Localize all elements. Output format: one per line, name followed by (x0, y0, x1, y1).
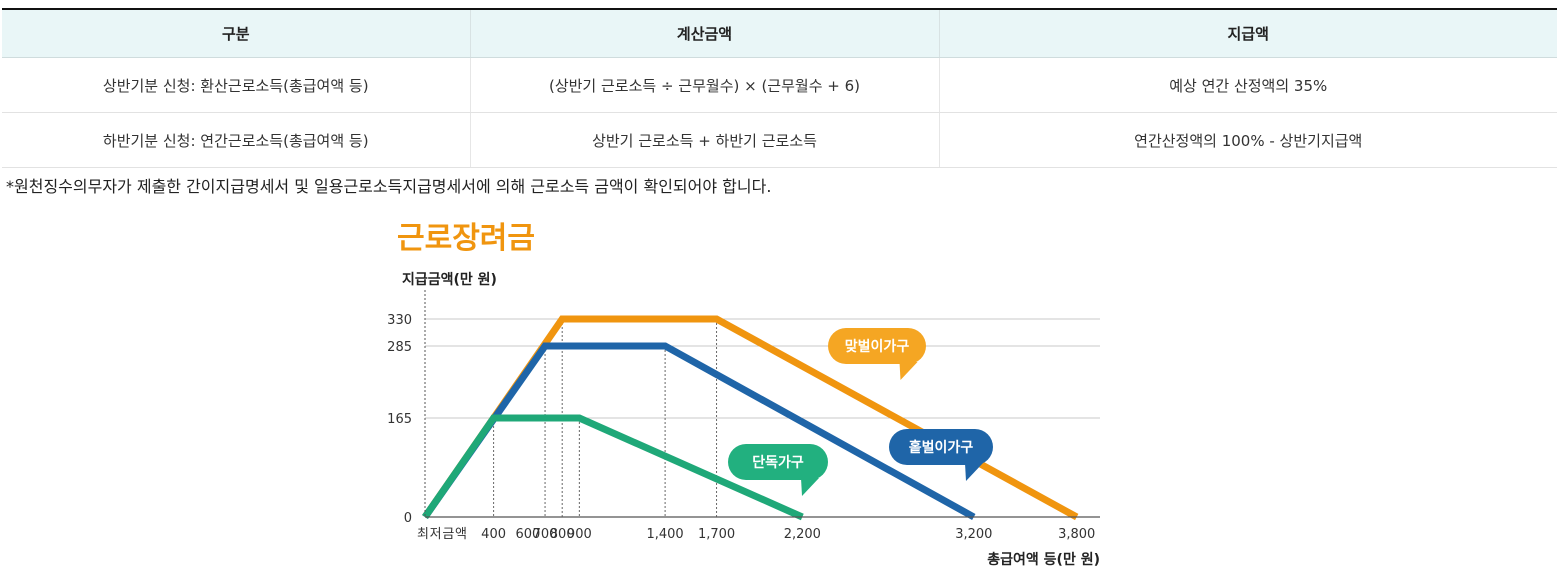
x-tick-label: 1,700 (698, 527, 735, 542)
table-cell: (상반기 근로소득 ÷ 근무월수) × (근무월수 + 6) (470, 57, 940, 113)
table-header-category: 구분 (2, 8, 471, 58)
label-tail (801, 478, 819, 496)
series-line-2 (422, 414, 804, 521)
x-tick-label: 2,200 (784, 527, 821, 542)
series-label-text: 단독가구 (752, 454, 804, 471)
y-tick-label: 0 (404, 511, 412, 526)
label-tail (965, 463, 983, 481)
table-cell: 상반기분 신청: 환산근로소득(총급여액 등) (2, 57, 471, 113)
x-tick-label: 900 (567, 527, 592, 542)
series-label-text: 홑벌이가구 (909, 439, 974, 456)
chart-title: 근로장려금 (397, 221, 535, 256)
guide-lines (493, 319, 718, 517)
x-tick-label: 1,400 (646, 527, 683, 542)
table-row: 하반기분 신청: 연간근로소득(총급여액 등) 상반기 근로소득 + 하반기 근… (2, 112, 1557, 168)
table-cell: 하반기분 신청: 연간근로소득(총급여액 등) (2, 112, 471, 168)
y-axis-label: 지급금액(만 원) (402, 271, 497, 288)
footnote: *원천징수의무자가 제출한 간이지급명세서 및 일용근로소득지급명세서에 의해 … (6, 177, 772, 196)
table-cell: 상반기 근로소득 + 하반기 근로소득 (470, 112, 940, 168)
table-header-row: 구분 계산금액 지급액 (2, 8, 1557, 58)
x-tick-label: 700 (533, 527, 558, 542)
table-cell: 예상 연간 산정액의 35% (939, 57, 1557, 113)
x-tick-label: 400 (481, 527, 506, 542)
series-label-text: 맞벌이가구 (845, 338, 910, 355)
series-line-1 (422, 342, 976, 521)
series-label-0: 맞벌이가구 (828, 328, 926, 380)
x-tick-label: 최저금액 (417, 527, 467, 542)
table-header-calculation: 계산금액 (470, 8, 940, 58)
table-cell: 연간산정액의 100% - 상반기지급액 (939, 112, 1557, 168)
series-lines (422, 315, 1079, 521)
y-tick-label: 330 (387, 313, 412, 328)
y-tick-label: 165 (387, 412, 412, 427)
table-header-payment: 지급액 (939, 8, 1557, 58)
y-tick-label: 285 (387, 340, 412, 355)
x-tick-label: 600 (515, 527, 540, 542)
x-tick-label: 800 (550, 527, 575, 542)
calculation-table: 구분 계산금액 지급액 상반기분 신청: 환산근로소득(총급여액 등) (상반기… (2, 8, 1557, 168)
label-tail (899, 362, 918, 380)
label-bubble (728, 444, 828, 480)
x-axis-label: 총급여액 등(만 원) (987, 551, 1100, 568)
series-label-1: 홑벌이가구 (889, 429, 993, 481)
x-tick-label: 3,800 (1058, 527, 1095, 542)
series-label-2: 단독가구 (728, 444, 828, 496)
axes (424, 290, 1100, 518)
table-row: 상반기분 신청: 환산근로소득(총급여액 등) (상반기 근로소득 ÷ 근무월수… (2, 57, 1557, 113)
label-bubble (889, 429, 993, 465)
label-bubble (828, 328, 926, 364)
x-tick-label: 3,200 (955, 527, 992, 542)
